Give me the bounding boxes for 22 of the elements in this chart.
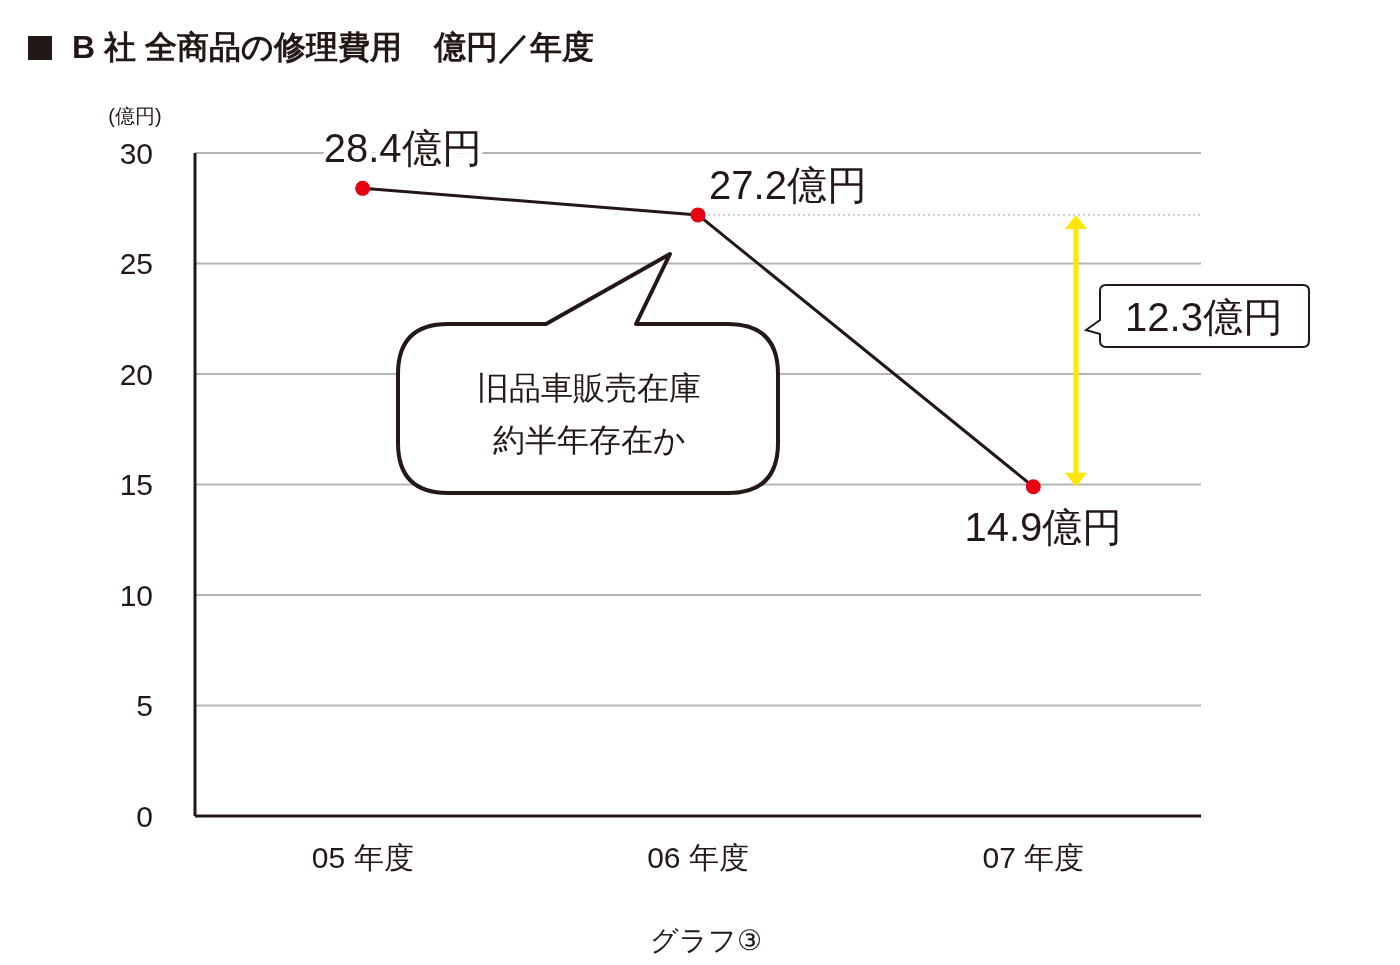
- point: [690, 207, 706, 223]
- y-tick-label: 25: [119, 247, 153, 280]
- annotation: 約半年存在か: [492, 422, 686, 459]
- y-axis-title: (億円): [108, 105, 162, 127]
- text: グラフ③: [649, 924, 763, 956]
- y-tick-label: 30: [119, 136, 153, 170]
- annotation: 旧品車販売在庫: [477, 370, 701, 407]
- point: [1025, 479, 1041, 495]
- chart-title: B 社 全商品の修理費用 億円／年度: [72, 29, 594, 65]
- x-tick-label: 05 年度: [311, 841, 414, 874]
- point: [355, 180, 371, 196]
- y-tick-label: 0: [136, 799, 153, 833]
- data-label: 27.2億円: [709, 162, 867, 207]
- data-label: 14.9億円: [964, 504, 1123, 549]
- y-tick-label: 20: [119, 357, 153, 391]
- x-tick-label: 07 年度: [982, 841, 1085, 874]
- x-tick-label: 06 年度: [647, 841, 749, 874]
- y-tick-label: 5: [136, 689, 153, 722]
- y-tick-label: 15: [119, 468, 153, 501]
- annotation: 12.3億円: [1125, 295, 1283, 339]
- data-label: 28.4億円: [323, 126, 482, 171]
- y-tick-label: 10: [119, 578, 153, 612]
